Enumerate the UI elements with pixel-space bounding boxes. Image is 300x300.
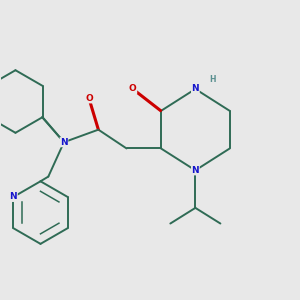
Text: N: N: [10, 192, 17, 201]
Text: H: H: [209, 75, 216, 84]
Text: N: N: [192, 166, 199, 175]
Text: O: O: [129, 85, 137, 94]
Text: O: O: [85, 94, 93, 103]
Text: N: N: [60, 138, 68, 147]
Text: N: N: [192, 85, 199, 94]
